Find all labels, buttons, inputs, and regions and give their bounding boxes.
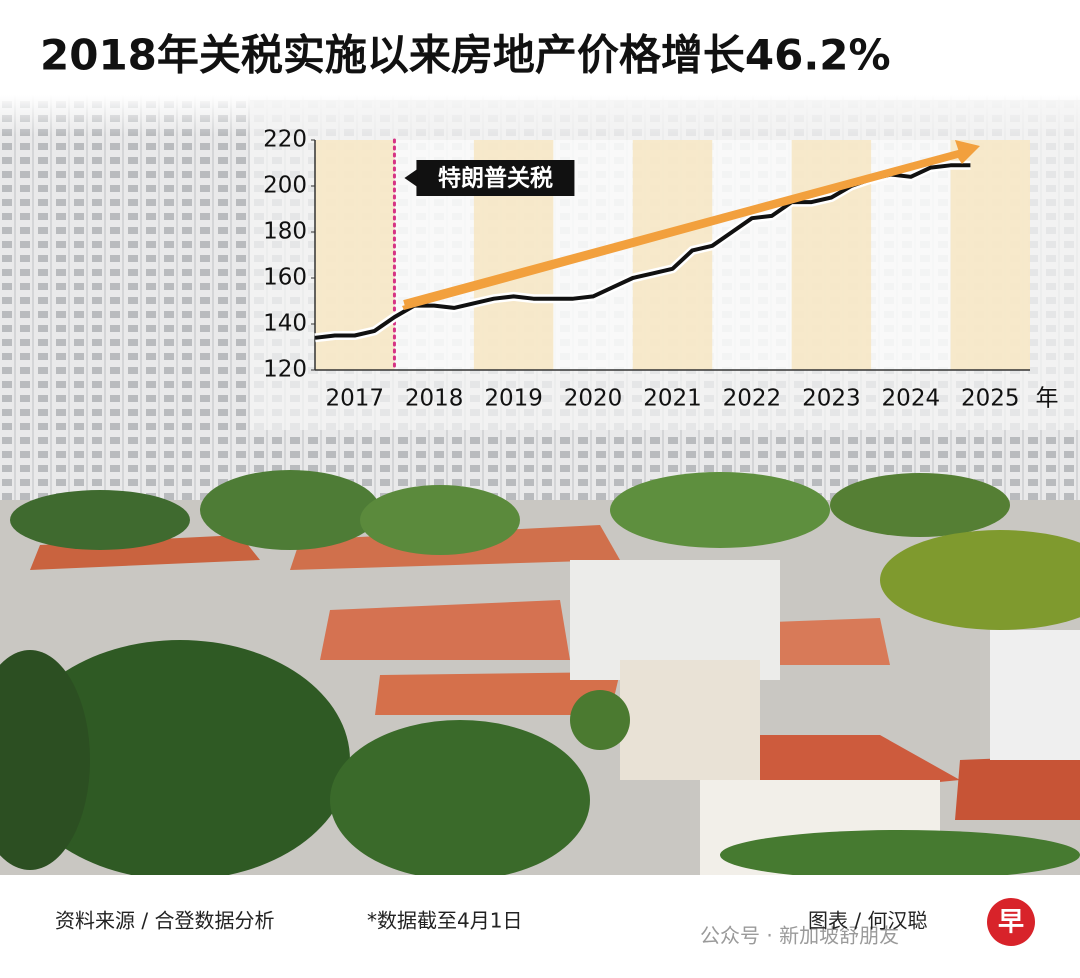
- x-tick-label: 2022: [723, 386, 782, 412]
- annotation-label: 特朗普关税: [438, 165, 553, 192]
- x-unit: 年: [1036, 386, 1059, 412]
- year-band: [950, 140, 1030, 370]
- logo-badge: [987, 898, 1035, 946]
- x-tick-label: 2020: [564, 386, 623, 412]
- y-tick-label: 160: [263, 265, 307, 291]
- y-tick-label: 140: [263, 311, 307, 337]
- source: 资料来源 / 合登数据分析: [55, 909, 274, 933]
- y-tick-label: 200: [263, 173, 307, 199]
- credit: 图表 / 何汉聪: [808, 909, 927, 933]
- note: *数据截至4月1日: [367, 909, 522, 933]
- x-tick-label: 2017: [325, 386, 384, 412]
- plot-area: 2017 2018 2019 2020 2021 2022 2023 2024 2025 年 120…: [263, 127, 1058, 412]
- chart-title: 2018年关税实施以来房地产价格增长46.2%: [40, 31, 891, 80]
- year-band: [632, 140, 713, 370]
- footer-bg: [0, 875, 1080, 978]
- x-tick-label: 2025: [961, 386, 1020, 412]
- annotation-box: [416, 160, 575, 196]
- annotation-pointer: [404, 169, 418, 187]
- x-tick-label: 2024: [882, 386, 941, 412]
- x-tick-label: 2019: [484, 386, 543, 412]
- x-tick-label: 2023: [802, 386, 861, 412]
- trend-arrow-shaft: [403, 149, 963, 306]
- year-band: [791, 140, 872, 370]
- logo: 早: [998, 908, 1024, 938]
- y-tick-label: 120: [263, 357, 307, 383]
- x-tick-label: 2021: [643, 386, 702, 412]
- y-tick-label: 220: [263, 127, 307, 153]
- y-tick-label: 180: [263, 219, 307, 245]
- watermark: 公众号 · 新加坡舒朋友: [700, 924, 899, 948]
- x-tick-label: 2018: [405, 386, 464, 412]
